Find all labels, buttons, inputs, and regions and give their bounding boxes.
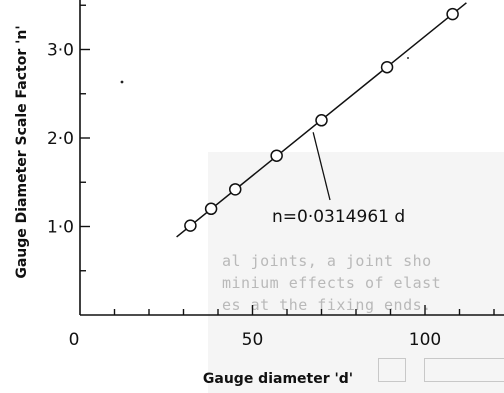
y-tick-label: 2·0	[47, 129, 74, 149]
data-point	[229, 183, 242, 196]
data-point	[446, 7, 459, 21]
scan-speck	[407, 57, 409, 59]
y-tick-label: 3·0	[47, 41, 74, 61]
ticks-group: 1·0 2·0 3·0 0 50 100	[47, 4, 495, 350]
data-point	[184, 219, 197, 232]
background-text-line: es at the fixing ends.	[222, 296, 432, 314]
background-box-mark	[424, 358, 504, 382]
y-axis-label: Gauge Diameter Scale Factor 'n'	[14, 25, 30, 278]
data-points-group	[184, 7, 459, 232]
axes-group	[79, 0, 504, 316]
background-text-line: minium effects of elast	[222, 274, 442, 292]
fit-equation-label: n=0·0314961 d	[272, 207, 405, 227]
x-tick-label: 50	[242, 330, 264, 350]
data-point	[315, 114, 328, 127]
x-tick-label: 0	[69, 330, 80, 350]
y-tick-label: 1·0	[47, 218, 74, 238]
data-point	[380, 60, 394, 74]
background-box-mark	[378, 358, 406, 382]
x-axis-label: Gauge diameter 'd'	[203, 371, 353, 387]
scanned-background-block	[208, 152, 504, 393]
data-point	[204, 202, 218, 216]
annotation-group: n=0·0314961 d	[120, 57, 409, 227]
background-text-line: al joints, a joint sho	[222, 252, 432, 270]
x-tick-label: 100	[409, 330, 441, 350]
scan-speck	[120, 80, 124, 84]
data-point	[270, 149, 283, 162]
annotation-leader-line	[312, 132, 331, 201]
